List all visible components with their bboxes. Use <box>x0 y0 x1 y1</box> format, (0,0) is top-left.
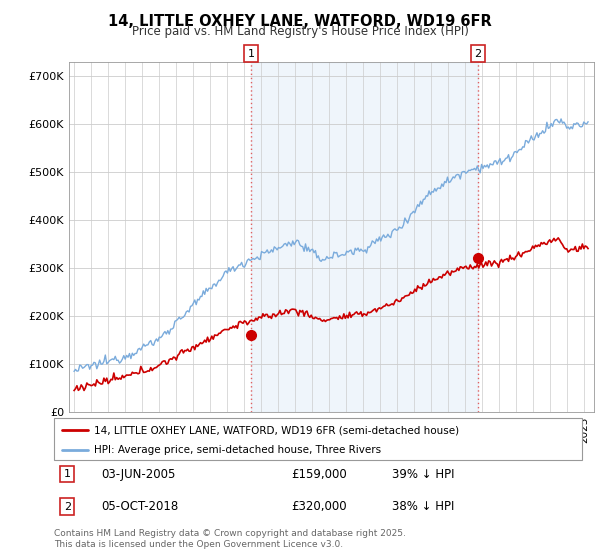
Text: £320,000: £320,000 <box>292 500 347 513</box>
Text: 1: 1 <box>248 49 254 59</box>
Text: £159,000: £159,000 <box>292 468 347 480</box>
Text: 2: 2 <box>474 49 481 59</box>
Text: 14, LITTLE OXHEY LANE, WATFORD, WD19 6FR (semi-detached house): 14, LITTLE OXHEY LANE, WATFORD, WD19 6FR… <box>94 425 459 435</box>
Text: Contains HM Land Registry data © Crown copyright and database right 2025.
This d: Contains HM Land Registry data © Crown c… <box>54 529 406 549</box>
Text: 14, LITTLE OXHEY LANE, WATFORD, WD19 6FR: 14, LITTLE OXHEY LANE, WATFORD, WD19 6FR <box>108 14 492 29</box>
Text: 38% ↓ HPI: 38% ↓ HPI <box>392 500 454 513</box>
Bar <box>251 62 478 412</box>
Text: 2: 2 <box>64 502 71 512</box>
Text: 05-OCT-2018: 05-OCT-2018 <box>101 500 179 513</box>
Text: 1: 1 <box>64 469 71 479</box>
Text: 03-JUN-2005: 03-JUN-2005 <box>101 468 176 480</box>
Text: 39% ↓ HPI: 39% ↓ HPI <box>392 468 454 480</box>
Text: HPI: Average price, semi-detached house, Three Rivers: HPI: Average price, semi-detached house,… <box>94 445 381 455</box>
Text: Price paid vs. HM Land Registry's House Price Index (HPI): Price paid vs. HM Land Registry's House … <box>131 25 469 38</box>
